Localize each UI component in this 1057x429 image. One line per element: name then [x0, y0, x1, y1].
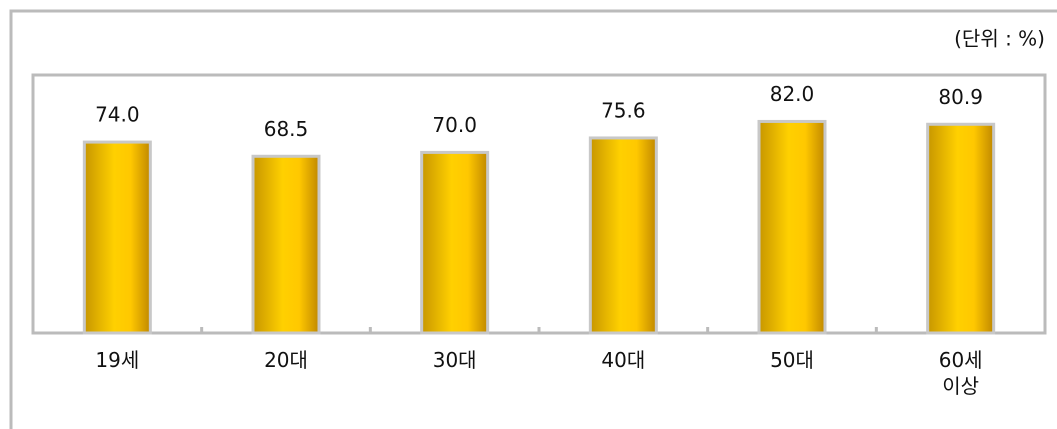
bar: [588, 136, 658, 335]
x-tick-label: 30대: [432, 348, 477, 372]
value-label: 80.9: [938, 85, 983, 109]
value-label: 70.0: [432, 113, 477, 137]
bar: [82, 140, 152, 335]
value-label: 82.0: [770, 82, 815, 106]
x-tick-label: 19세: [95, 348, 140, 372]
x-tick-label: 60세 이상: [938, 348, 983, 398]
unit-note: (단위 : %): [954, 27, 1045, 51]
value-label: 74.0: [95, 103, 140, 127]
value-label: 68.5: [264, 117, 309, 141]
bar: [757, 119, 827, 335]
bar: [420, 150, 490, 335]
plot-area: [31, 73, 1047, 335]
frame: [9, 9, 1057, 429]
bar: [926, 122, 996, 335]
x-tick-label: 40대: [601, 348, 646, 372]
bar: [251, 154, 321, 335]
x-tick-label: 20대: [264, 348, 308, 372]
x-tick-label: 50대: [770, 348, 814, 372]
value-label: 75.6: [601, 98, 646, 122]
